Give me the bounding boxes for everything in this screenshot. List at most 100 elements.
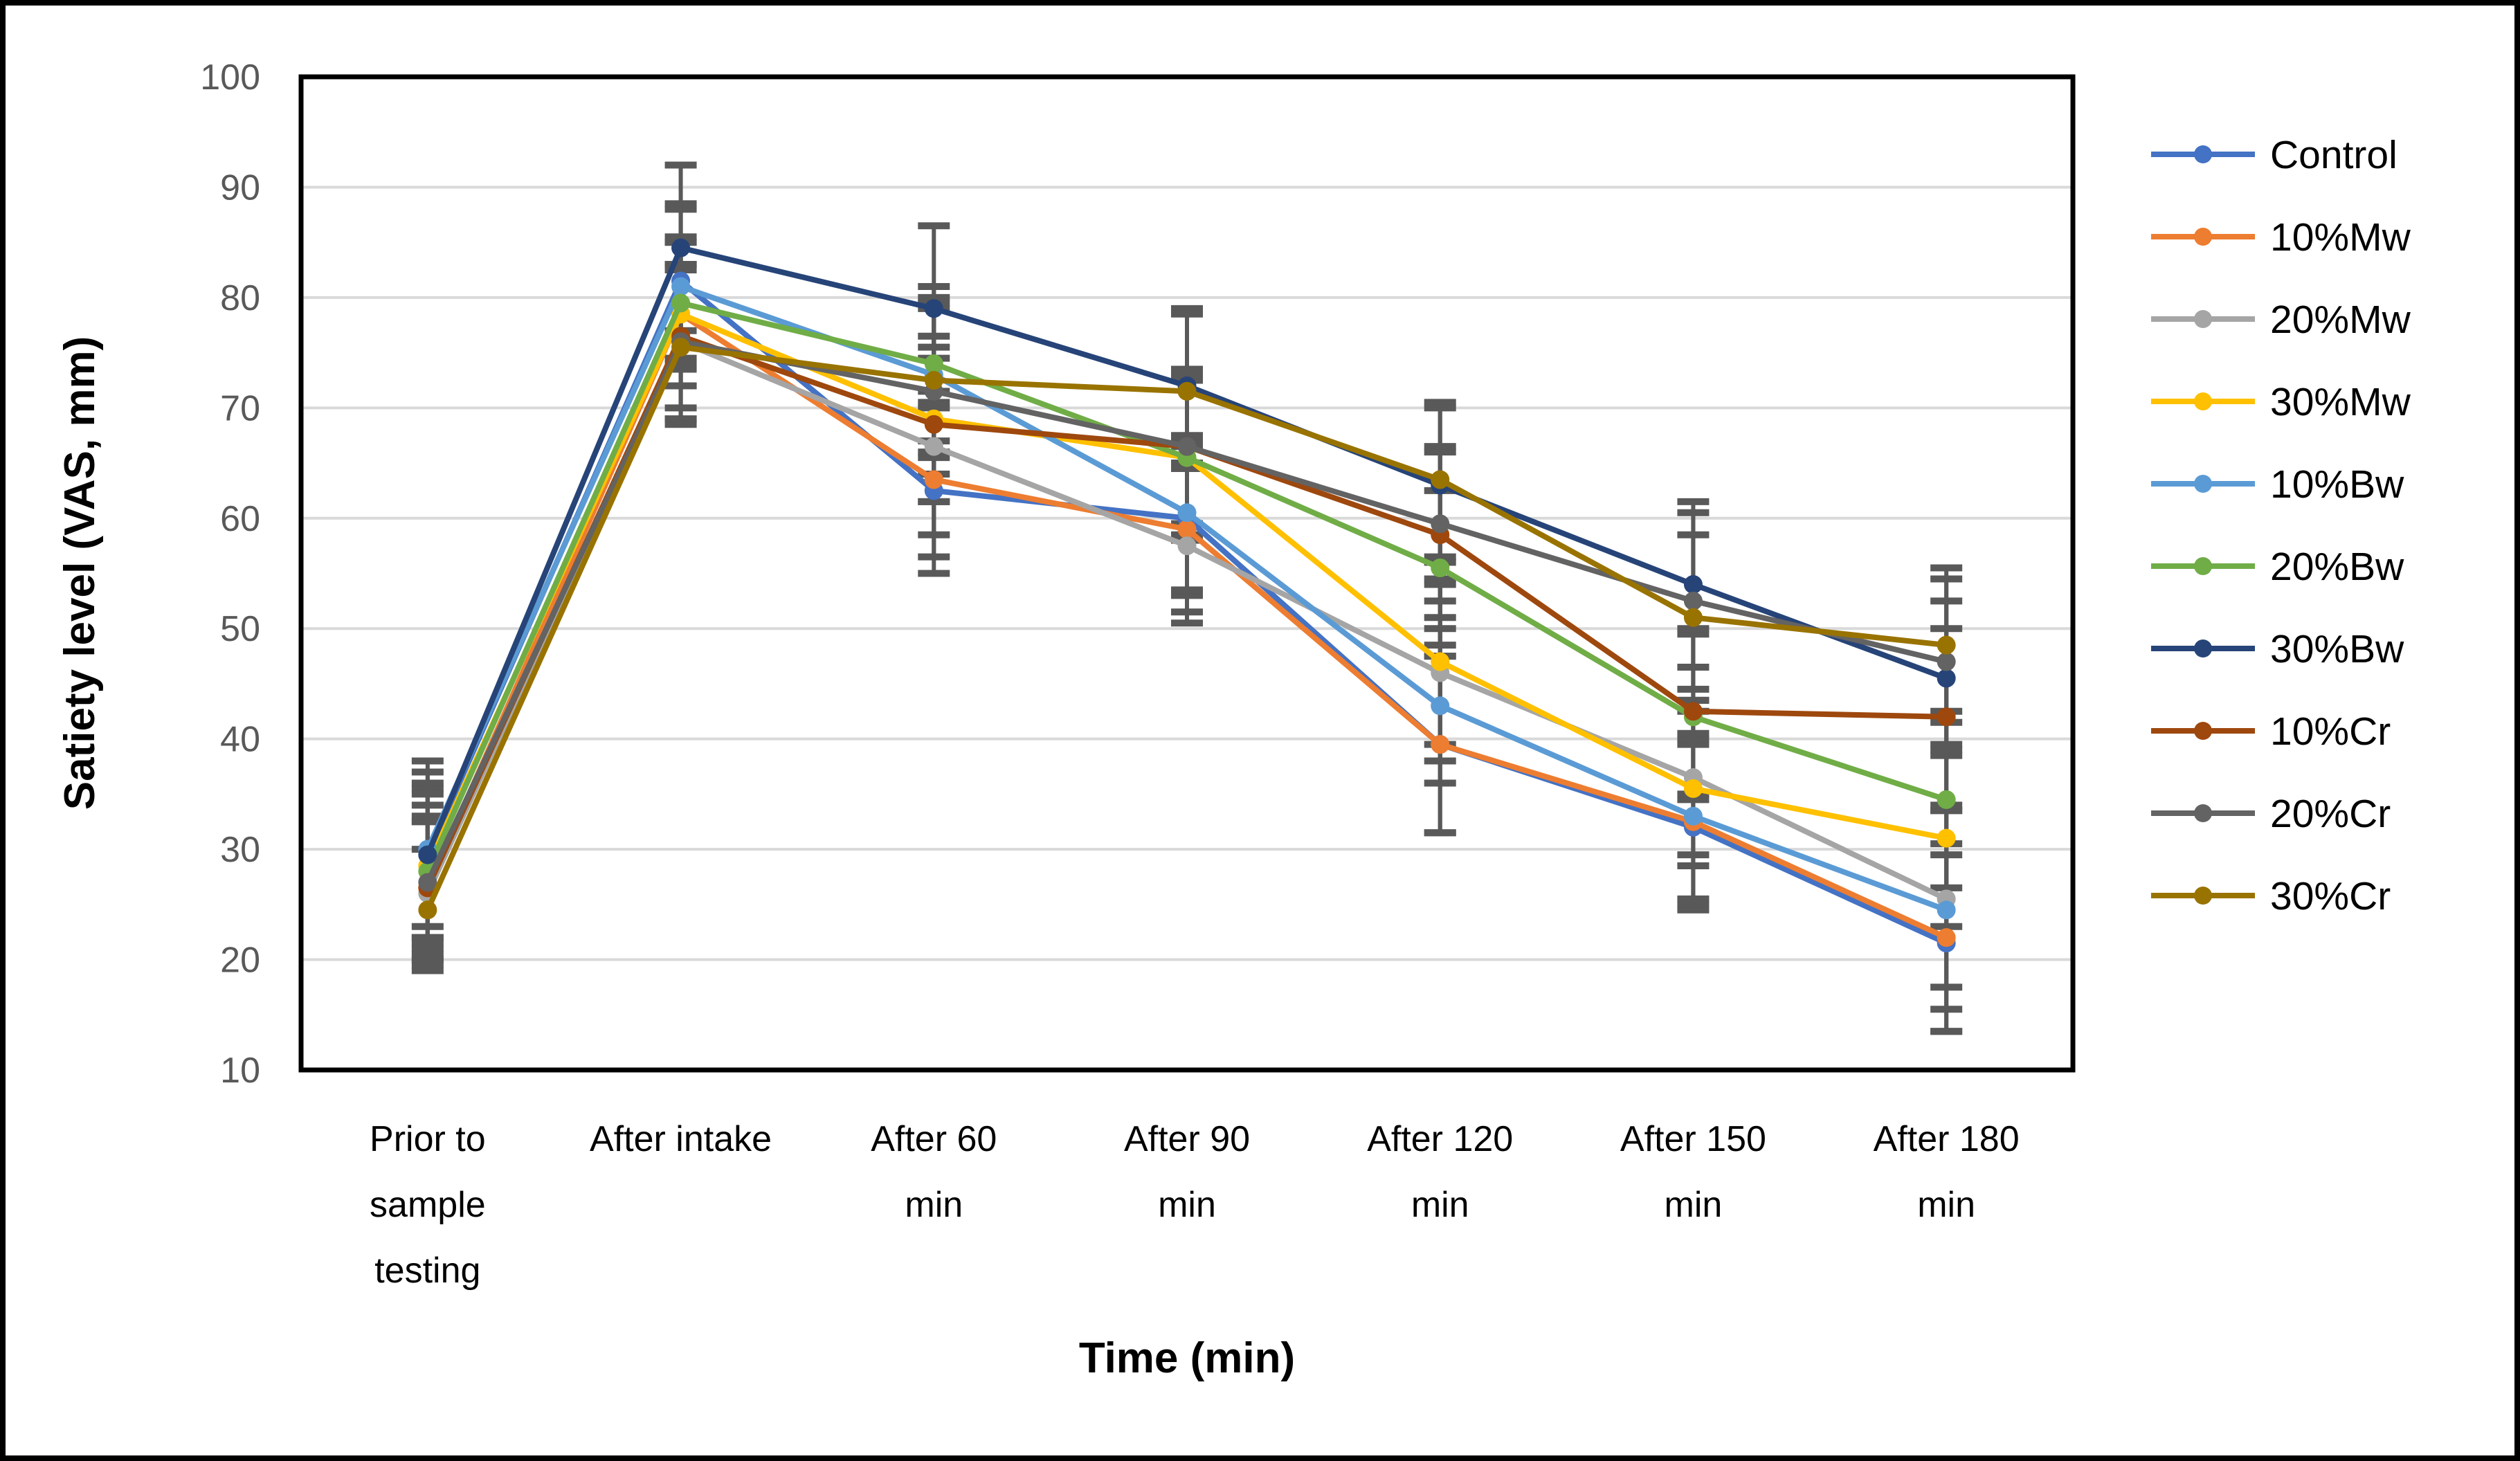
legend-item-20mw: 20%Mw [2151,298,2411,342]
legend-marker-dot [2194,475,2212,493]
series-marker-30cr [418,900,437,920]
x-axis-category-label: After 120 min [1367,1119,1513,1225]
x-category-label-line: min [905,1185,963,1225]
legend-marker-dot [2194,557,2212,575]
y-tick-label: 30 [220,830,260,870]
x-category-label-line: testing [374,1251,480,1291]
legend-item-10mw: 10%Mw [2151,215,2411,260]
series-marker-30mw [1683,779,1703,798]
legend-item-30cr: 30%Cr [2151,874,2391,918]
series-marker-10cr [1683,702,1703,721]
legend-marker-dot [2194,228,2212,246]
legend-item-20bw: 20%Bw [2151,545,2404,589]
x-category-label-line: After intake [590,1119,772,1159]
y-tick-label: 20 [220,941,260,981]
series-marker-20mw [924,437,943,456]
x-axis-category-label: Prior to sample testing [370,1119,486,1291]
x-category-label-line: After 180 [1874,1119,2020,1159]
series-marker-30bw [671,238,691,257]
legend-label: 10%Mw [2270,215,2411,260]
legend-item-30bw: 30%Bw [2151,627,2404,671]
series-marker-30mw [1937,828,1956,848]
series-marker-30cr [924,370,943,390]
series-marker-20bw [1431,559,1450,578]
legend-label: 10%Cr [2270,709,2391,754]
legend-label: Control [2270,133,2397,177]
series-marker-10bw [1431,696,1450,716]
series-marker-10bw [671,277,691,296]
y-tick-label: 60 [220,499,260,539]
legend: Control 10%Mw 20%Mw 30%Mw 10%Bw 20%Bw 30%Bw 10%… [2151,133,2411,918]
series-marker-30mw [1431,652,1450,671]
legend-marker-dot [2194,887,2212,905]
data-series [418,238,1956,953]
legend-item-30mw: 30%Mw [2151,380,2411,424]
y-tick-label: 80 [220,278,260,318]
series-marker-30cr [1683,608,1703,627]
legend-label: 20%Bw [2270,545,2404,589]
x-category-label-line: Prior to [370,1119,486,1159]
series-marker-30bw [924,299,943,318]
legend-marker-dot [2194,310,2212,328]
series-marker-20cr [418,873,437,892]
legend-marker-dot [2194,804,2212,822]
series-marker-30cr [671,338,691,357]
series-marker-10mw [924,470,943,489]
x-axis-category-label: After 180 min [1874,1119,2020,1225]
legend-label: 20%Cr [2270,792,2391,836]
x-axis-category-labels: Prior to sample testing After intake After 6… [370,1119,2020,1291]
series-marker-20bw [671,293,691,313]
series-marker-30bw [418,845,437,864]
legend-label: 20%Mw [2270,298,2411,342]
series-marker-30cr [1431,470,1450,489]
series-marker-10cr [1937,707,1956,727]
y-tick-label: 100 [200,57,260,98]
series-marker-20cr [1431,514,1450,534]
y-tick-label: 70 [220,388,260,428]
y-tick-label: 40 [220,720,260,760]
legend-label: 10%Bw [2270,462,2404,507]
x-category-label-line: min [1411,1185,1469,1225]
y-tick-label: 10 [220,1051,260,1091]
series-marker-20cr [1177,437,1197,456]
x-axis-title: Time (min) [1079,1334,1295,1382]
y-tick-label: 90 [220,167,260,208]
legend-item-control: Control [2151,133,2397,177]
legend-item-20cr: 20%Cr [2151,792,2391,836]
series-marker-10cr [924,415,943,434]
x-axis-category-label: After 150 min [1620,1119,1766,1225]
legend-label: 30%Bw [2270,627,2404,671]
x-axis-category-label: After intake [590,1119,772,1159]
series-marker-30cr [1177,381,1197,401]
series-marker-30bw [1683,574,1703,594]
series-marker-20cr [1683,591,1703,610]
series-marker-10mw [1431,735,1450,754]
x-category-label-line: After 90 [1124,1119,1250,1159]
legend-marker-dot [2194,639,2212,657]
legend-label: 30%Cr [2270,874,2391,918]
series-30cr [418,338,1956,920]
x-category-label-line: After 120 [1367,1119,1513,1159]
y-tick-label: 50 [220,609,260,649]
x-category-label-line: After 150 [1620,1119,1766,1159]
legend-item-10bw: 10%Bw [2151,462,2404,507]
satiety-line-chart: 10 20 30 40 50 60 70 80 90 100 Prior to sample test… [56,57,2411,1382]
plot-area-border [298,74,2076,1073]
series-marker-10bw [1683,806,1703,826]
legend-marker-dot [2194,722,2212,740]
series-marker-20cr [1937,652,1956,671]
series-marker-10mw [1937,928,1956,947]
x-category-label-line: min [1665,1185,1723,1225]
series-marker-10bw [1177,503,1197,523]
series-marker-20bw [1937,790,1956,809]
legend-item-10cr: 10%Cr [2151,709,2391,754]
x-category-label-line: min [1158,1185,1216,1225]
legend-marker-dot [2194,145,2212,163]
legend-label: 30%Mw [2270,380,2411,424]
series-marker-30cr [1937,635,1956,655]
series-marker-20bw [924,354,943,374]
x-category-label-line: sample [370,1185,486,1225]
series-marker-10bw [1937,900,1956,920]
legend-marker-dot [2194,392,2212,410]
